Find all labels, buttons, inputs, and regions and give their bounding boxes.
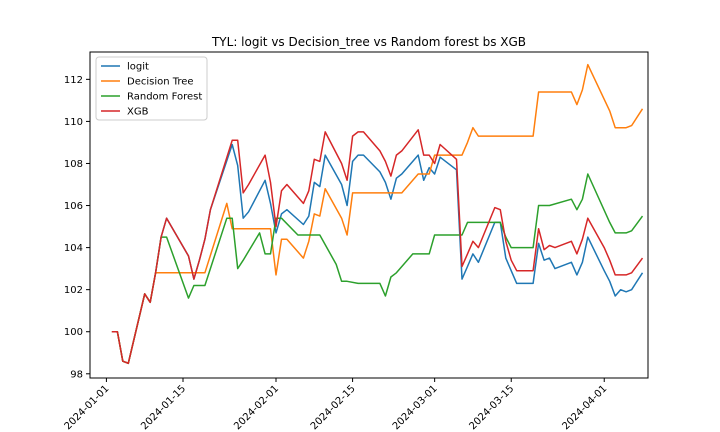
- series-line-decision-tree: [111, 63, 644, 365]
- y-tick-label: 110: [64, 117, 83, 128]
- y-tick-label: 104: [64, 243, 83, 254]
- series-line-random-forest: [111, 173, 644, 365]
- y-tick-label: 112: [64, 75, 83, 86]
- legend-label: Decision Tree: [127, 77, 194, 88]
- plot-area: [111, 63, 644, 365]
- legend-label: Random Forest: [127, 92, 202, 103]
- legend-label: XGB: [127, 107, 149, 118]
- y-tick-label: 98: [70, 369, 83, 380]
- legend-label: logit: [127, 62, 149, 73]
- y-tick-label: 102: [64, 285, 83, 296]
- y-tick-label: 100: [64, 327, 83, 338]
- plot-frame: [89, 51, 649, 379]
- chart-title: TYL: logit vs Decision_tree vs Random fo…: [211, 35, 526, 49]
- legend: logit Decision Tree Random Forest XGB: [95, 56, 208, 121]
- series-line-xgb: [111, 129, 644, 365]
- legend-box: [95, 56, 208, 121]
- y-tick-label: 106: [64, 201, 83, 212]
- y-tick-label: 108: [64, 159, 83, 170]
